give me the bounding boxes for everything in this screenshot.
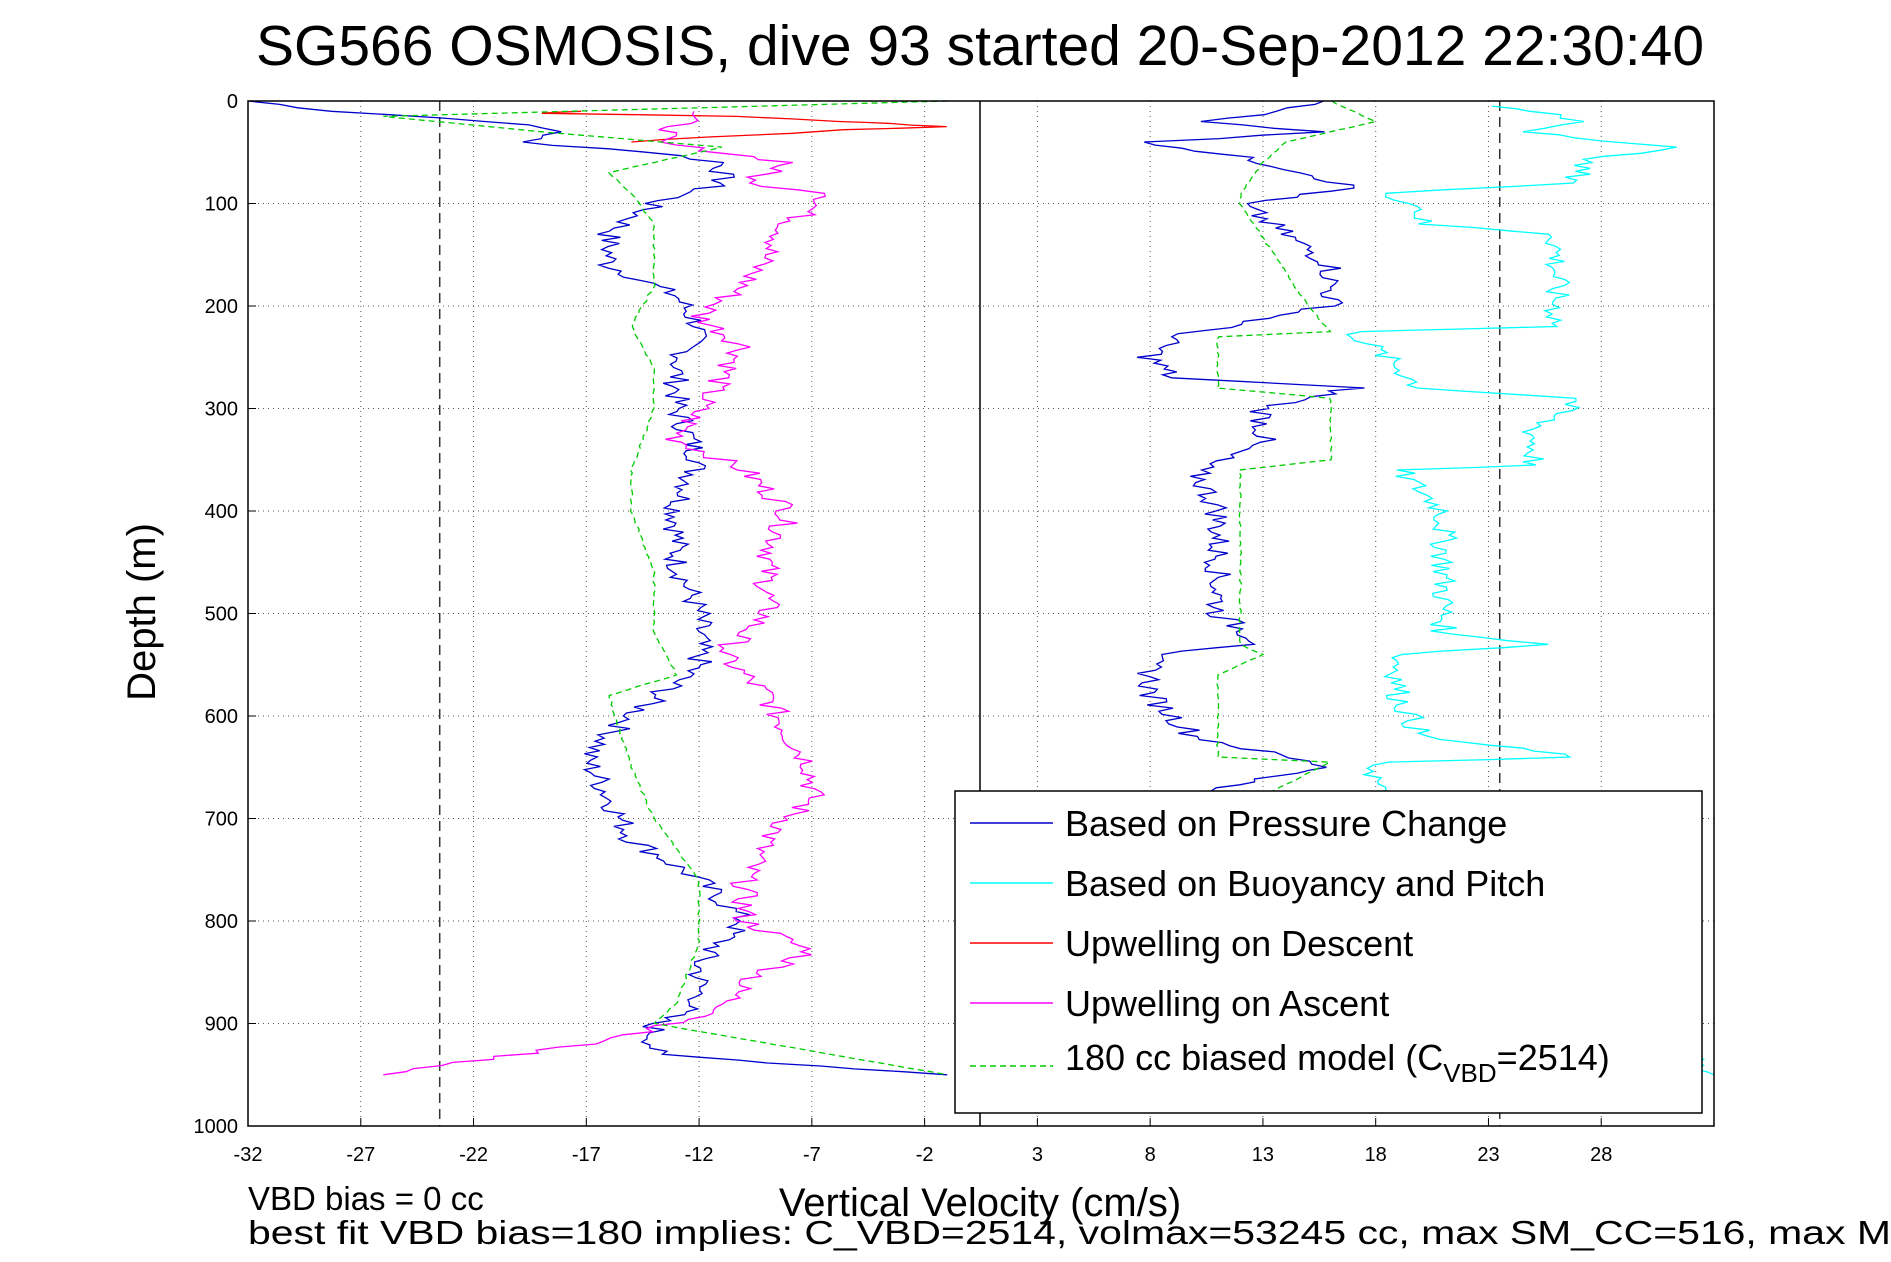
y-tick-labels: 0 100 200 300 400 500 600 700 800 900 1000 [194, 91, 239, 1138]
legend-label-pressure: Based on Pressure Change [1065, 803, 1507, 844]
x-tick-label: -27 [346, 1144, 375, 1166]
y-tick-label: 300 [205, 399, 238, 421]
vbd-bias-note: VBD bias = 0 cc [248, 1180, 484, 1217]
legend: Based on Pressure Change Based on Buoyan… [954, 790, 1703, 1114]
best-fit-note: best fit VBD bias=180 implies: C_VBD=251… [248, 1214, 1891, 1251]
y-tick-label: 700 [205, 809, 238, 831]
x-tick-label: 23 [1477, 1144, 1499, 1166]
x-tick-label: -2 [916, 1144, 934, 1166]
series-line-ascent-based-on-pressure-change [1137, 100, 1365, 804]
y-tick-label: 900 [205, 1014, 238, 1036]
plot-frame [247, 100, 1715, 1127]
chart-title: SG566 OSMOSIS, dive 93 started 20-Sep-20… [256, 14, 1704, 78]
legend-model-suffix: =2514) [1497, 1037, 1610, 1078]
data-series [247, 100, 1715, 1076]
x-tick-label: 8 [1145, 1144, 1156, 1166]
y-tick-label: 400 [205, 501, 238, 523]
x-tick-label: 28 [1590, 1144, 1612, 1166]
legend-label-buoyancy: Based on Buoyancy and Pitch [1065, 863, 1545, 904]
x-tick-label: -17 [572, 1144, 601, 1166]
y-tick-label: 0 [227, 91, 238, 113]
x-axis-label: Vertical Velocity (cm/s) [779, 1181, 1181, 1225]
y-tick-label: 500 [205, 604, 238, 626]
series-line-descent-based-on-pressure-change [247, 100, 948, 1076]
x-tick-label: -7 [803, 1144, 821, 1166]
legend-label-descent: Upwelling on Descent [1065, 923, 1413, 964]
series-line-descent-upwelling-on-ascent [383, 111, 827, 1076]
x-tick-label: -32 [234, 1144, 263, 1166]
legend-model-prefix: 180 cc biased model (C [1065, 1037, 1443, 1078]
y-axis-label: Depth (m) [120, 523, 164, 701]
legend-box [954, 790, 1703, 1114]
legend-label-model: 180 cc biased model (CVBD=2514) [1065, 1037, 1610, 1088]
y-tick-label: 1000 [194, 1116, 239, 1138]
legend-label-ascent: Upwelling on Ascent [1065, 983, 1389, 1024]
y-tick-label: 600 [205, 706, 238, 728]
x-tick-label: -22 [459, 1144, 488, 1166]
y-tick-label: 800 [205, 911, 238, 933]
legend-model-subscript: VBD [1443, 1058, 1496, 1088]
series-line-descent-upwelling-on-descent [541, 110, 947, 143]
x-tick-label: 3 [1032, 1144, 1043, 1166]
x-tick-label: 13 [1252, 1144, 1274, 1166]
grid-lines [247, 100, 1714, 1127]
y-tick-label: 100 [205, 194, 238, 216]
y-tick-label: 200 [205, 296, 238, 318]
x-tick-labels: -32 -27 -22 -17 -12 -7 -2 3 8 13 18 23 28 [234, 1144, 1613, 1166]
x-tick-label: 18 [1365, 1144, 1387, 1166]
x-tick-label: -12 [685, 1144, 714, 1166]
series-line-descent-180-cc-biased-model-c-vbd-2514 [383, 100, 948, 1076]
series-line-ascent-180-cc-biased-model-c-vbd-2514 [1215, 100, 1378, 820]
